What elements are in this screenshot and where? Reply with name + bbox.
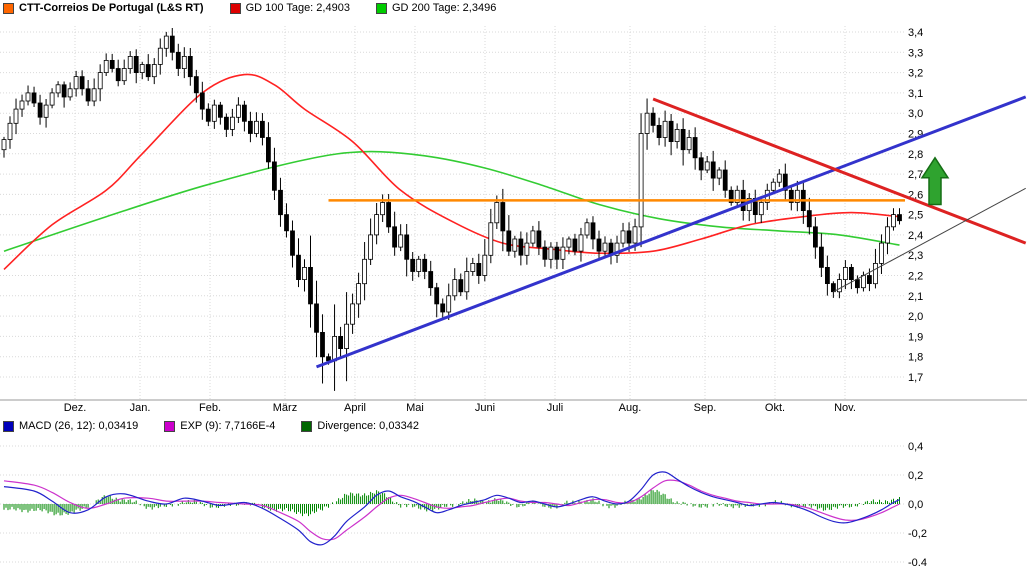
legend-exp-item: EXP (9): 7,7166E-4 [164, 420, 275, 432]
y-tick-label: 2,0 [908, 311, 923, 323]
y-tick-label: 2,2 [908, 271, 923, 283]
chart-title: CTT-Correios De Portugal (L&S RT) [19, 2, 204, 14]
y-tick-label: 1,7 [908, 372, 923, 384]
y-tick-label: 2,3 [908, 250, 923, 262]
x-tick-label: Mai [406, 402, 424, 414]
macd-swatch [3, 420, 14, 432]
x-axis-labels: Dez. Jan. Feb. März April Mai Juni Juli Aug. Sep.… [0, 402, 1027, 418]
legend-gd100-item: GD 100 Tage: 2,4903 [229, 2, 350, 14]
price-chart-legend: CTT-Correios De Portugal (L&S RT) GD 100… [3, 1, 522, 15]
x-tick-label: Juni [474, 402, 496, 414]
x-tick-label: Aug. [618, 402, 642, 414]
legend-title-item: CTT-Correios De Portugal (L&S RT) [3, 2, 204, 14]
macd-line [3, 471, 900, 546]
support-trendline[interactable] [315, 95, 1027, 369]
x-tick-label: Juli [546, 402, 564, 414]
legend-divergence-item: Divergence: 0,03342 [301, 420, 419, 432]
y-tick-label: 3,0 [908, 108, 923, 120]
resistance-trendline[interactable] [652, 97, 1027, 245]
x-tick-label: Jan. [129, 402, 151, 414]
macd-y-tick-label: -0,4 [908, 557, 927, 566]
x-tick-label: Feb. [198, 402, 221, 414]
macd-label: MACD (26, 12): 0,03419 [19, 420, 139, 432]
y-tick-label: 2,1 [908, 291, 923, 303]
gd200-label: GD 200 Tage: 2,3496 [391, 2, 497, 14]
minor-trendline[interactable] [833, 187, 1026, 293]
gd100-label: GD 100 Tage: 2,4903 [245, 2, 350, 14]
x-tick-label: Okt. [764, 402, 786, 414]
x-tick-label: April [343, 402, 366, 414]
x-tick-label: Nov. [834, 402, 856, 414]
grid [0, 26, 905, 400]
macd-y-tick-label: 0,4 [908, 441, 923, 453]
y-tick-label: 3,4 [908, 27, 923, 39]
legend-macd-item: MACD (26, 12): 0,03419 [3, 420, 138, 432]
x-tick-label: Dez. [63, 402, 87, 414]
macd-grid [0, 445, 905, 563]
title-swatch [3, 2, 14, 14]
gd200-swatch [375, 2, 387, 14]
price-chart[interactable]: 3,43,33,23,13,02,92,82,72,62,52,42,32,22… [0, 0, 1027, 402]
gd100-swatch [229, 2, 241, 14]
x-tick-label: Sep. [693, 402, 717, 414]
signal-line [3, 479, 900, 541]
macd-chart[interactable]: 0,4 0,2 0,0 -0,2 -0,4 [0, 434, 1027, 566]
macd-y-tick-label: -0,2 [908, 528, 927, 540]
x-tick-label: März [272, 402, 298, 414]
candles [1, 28, 902, 391]
macd-y-tick-label: 0,2 [908, 470, 923, 482]
exp-label: EXP (9): 7,7166E-4 [180, 420, 276, 432]
y-tick-label: 2,7 [908, 169, 923, 181]
gd200-line [3, 150, 900, 252]
gd100-line [3, 73, 900, 270]
legend-gd200-item: GD 200 Tage: 2,3496 [375, 2, 497, 14]
divergence-label: Divergence: 0,03342 [317, 420, 419, 432]
exp-swatch [164, 420, 176, 432]
y-tick-label: 1,8 [908, 352, 923, 364]
y-tick-label: 2,5 [908, 210, 923, 222]
y-tick-label: 3,2 [908, 68, 923, 80]
divergence-swatch [301, 420, 313, 432]
y-tick-label: 1,9 [908, 331, 923, 343]
up-arrow [920, 156, 950, 206]
y-tick-label: 2,4 [908, 230, 923, 242]
y-tick-label: 3,1 [908, 88, 923, 100]
y-tick-label: 2,8 [908, 149, 923, 161]
macd-y-tick-label: 0,0 [908, 499, 923, 511]
macd-legend: MACD (26, 12): 0,03419 EXP (9): 7,7166E-… [3, 419, 445, 433]
y-tick-label: 3,3 [908, 47, 923, 59]
